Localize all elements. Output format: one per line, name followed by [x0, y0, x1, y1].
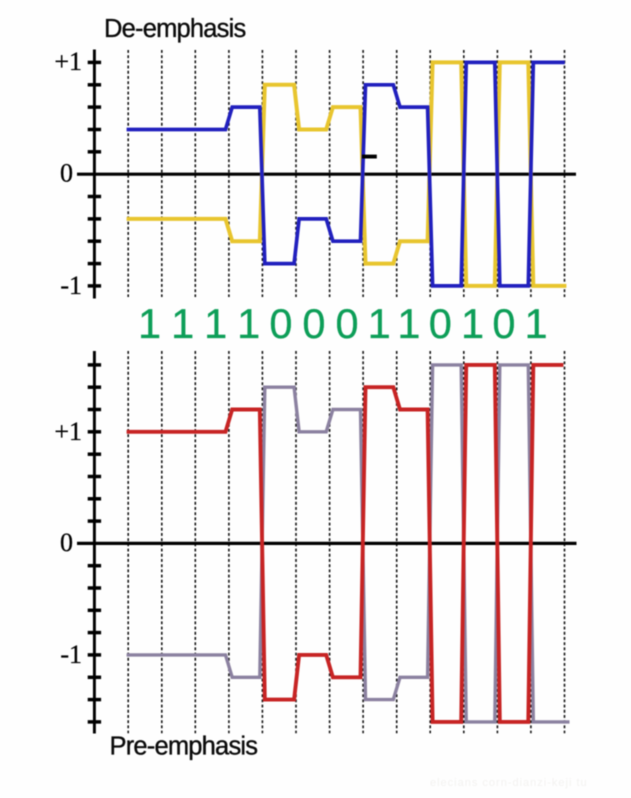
svg-text:0: 0 — [335, 300, 358, 347]
svg-text:-1: -1 — [60, 640, 82, 669]
svg-text:elecians corn-dianzi-keji tu: elecians corn-dianzi-keji tu — [430, 777, 588, 789]
svg-text:1: 1 — [368, 300, 391, 347]
svg-text:1: 1 — [397, 300, 420, 347]
svg-text:0: 0 — [269, 300, 292, 347]
svg-text:0: 0 — [60, 528, 73, 557]
svg-text:1: 1 — [525, 300, 548, 347]
svg-text:0: 0 — [429, 300, 452, 347]
svg-text:Pre-emphasis: Pre-emphasis — [110, 733, 258, 761]
svg-text:1: 1 — [237, 300, 260, 347]
svg-text:-1: -1 — [60, 271, 82, 300]
svg-text:0: 0 — [302, 300, 325, 347]
svg-text:1: 1 — [461, 300, 484, 347]
svg-text:0: 0 — [60, 159, 73, 188]
svg-text:1: 1 — [138, 300, 161, 347]
svg-text:+1: +1 — [54, 47, 82, 76]
svg-text:1: 1 — [204, 300, 227, 347]
svg-text:1: 1 — [171, 300, 194, 347]
svg-text:+1: +1 — [54, 417, 82, 446]
svg-text:0: 0 — [492, 300, 515, 347]
svg-text:De-emphasis: De-emphasis — [104, 15, 245, 43]
